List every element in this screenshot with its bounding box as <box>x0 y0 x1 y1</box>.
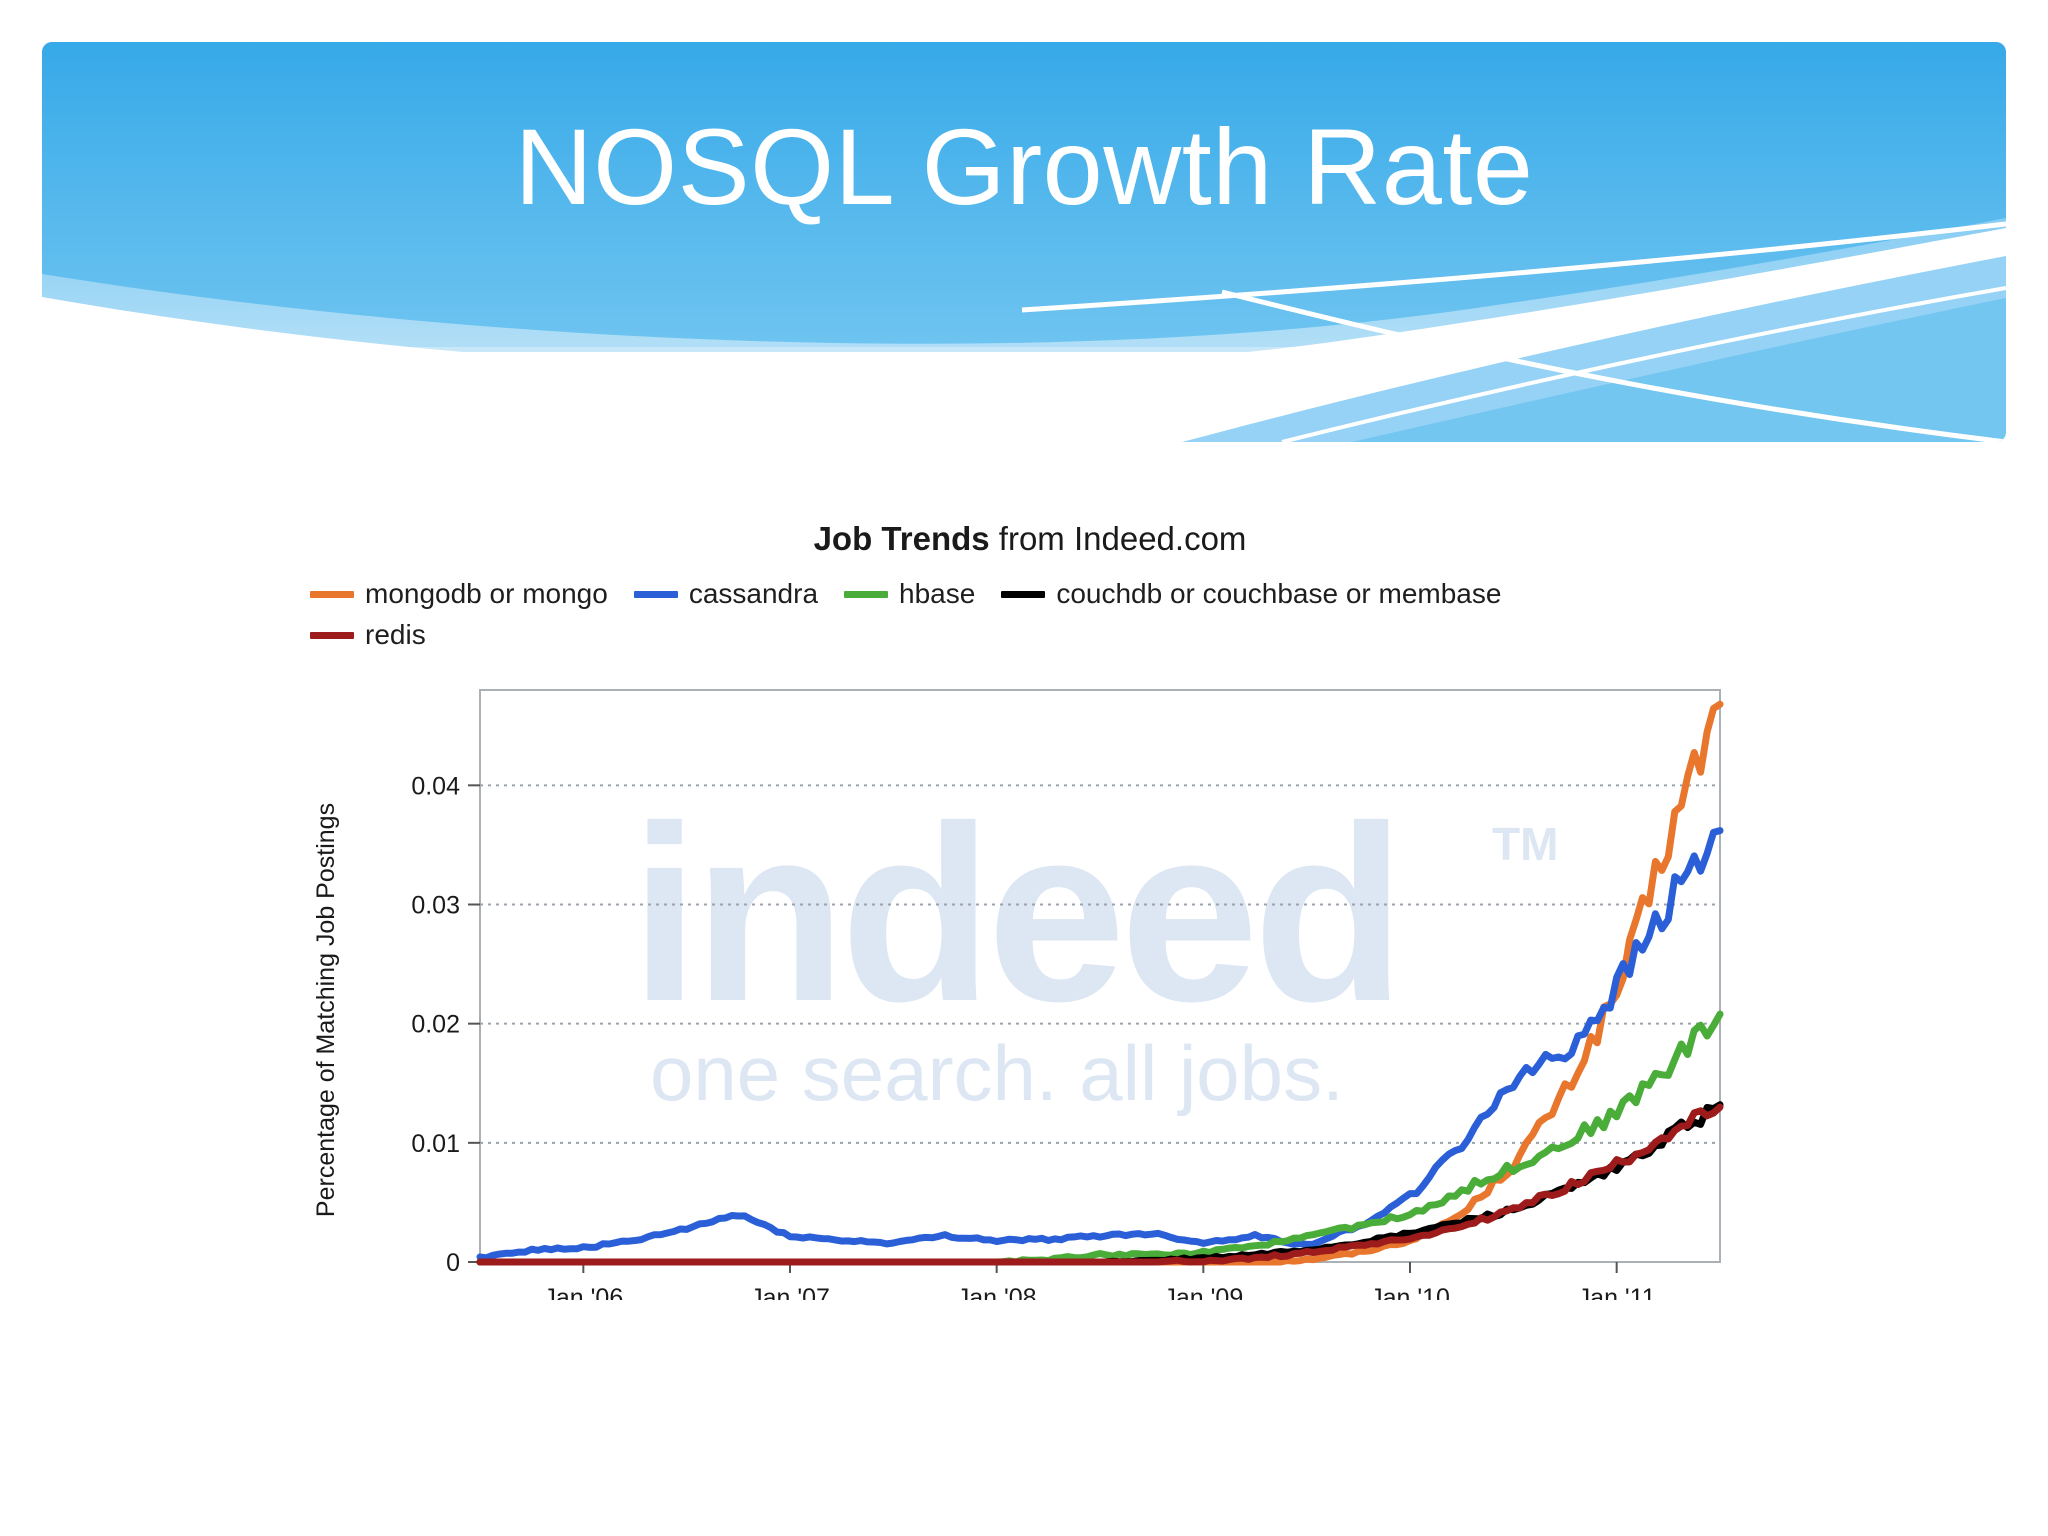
page-title: NOSQL Growth Rate <box>514 106 1534 227</box>
chart-svg: Percentage of Matching Job Postings inde… <box>312 689 1724 1300</box>
chart-legend: mongodb or mongo cassandra hbase couchdb… <box>310 578 1750 660</box>
y-tick-label: 0 <box>446 1249 460 1277</box>
legend-swatch-cassandra <box>633 590 678 598</box>
chart-line-cassandra <box>476 827 1724 1262</box>
legend-item-hbase[interactable]: hbase <box>844 578 975 610</box>
chart-title-bold: Job Trends <box>813 520 990 557</box>
svg-text:indeed: indeed <box>630 774 1400 1053</box>
x-tick-label: Jan '06 <box>543 1284 623 1300</box>
y-tick-label: 0.02 <box>411 1011 460 1039</box>
legend-swatch-hbase <box>844 590 889 598</box>
chart-container: Job Trends from Indeed.com mongodb or mo… <box>300 520 1760 1310</box>
x-tick-label: Jan '08 <box>957 1284 1037 1300</box>
chart-gridlines <box>480 784 1720 1144</box>
legend-item-couchdb[interactable]: couchdb or couchbase or membase <box>1001 578 1501 610</box>
x-axis-ticks: Jan '06 Jan '07 Jan '08 Jan '09 Jan '10 Jan '… <box>543 1262 1656 1300</box>
legend-label-cassandra: cassandra <box>688 578 819 609</box>
y-axis-title: Percentage of Matching Job Postings <box>312 803 340 1217</box>
legend-label-hbase: hbase <box>899 578 976 609</box>
chart-plot-area: Percentage of Matching Job Postings inde… <box>300 680 1760 1300</box>
svg-text:one search. all jobs.: one search. all jobs. <box>650 1029 1344 1117</box>
chart-title-rest: from Indeed.com <box>989 520 1247 557</box>
legend-item-cassandra[interactable]: cassandra <box>633 578 819 610</box>
x-tick-label: Jan '07 <box>750 1284 830 1300</box>
legend-swatch-mongodb <box>310 590 354 598</box>
legend-row-1: mongodb or mongo cassandra hbase couchdb… <box>310 578 1750 610</box>
legend-item-redis[interactable]: redis <box>310 619 426 651</box>
x-tick-label: Jan '09 <box>1163 1284 1243 1300</box>
chart-line-redis <box>476 1103 1724 1266</box>
chart-title: Job Trends from Indeed.com <box>300 520 1760 558</box>
indeed-watermark: indeed TM one search. all jobs. <box>630 774 1558 1117</box>
legend-swatch-redis <box>310 631 354 639</box>
legend-label-redis: redis <box>365 619 426 650</box>
y-axis-ticks: 0 0.01 0.02 0.03 0.04 <box>411 772 480 1277</box>
svg-text:TM: TM <box>1492 818 1558 870</box>
legend-swatch-couchdb <box>1001 590 1046 598</box>
chart-series-group <box>476 700 1724 1266</box>
y-tick-label: 0.03 <box>411 892 460 920</box>
legend-item-mongodb[interactable]: mongodb or mongo <box>310 578 608 610</box>
y-tick-label: 0.01 <box>411 1130 460 1158</box>
legend-label-mongodb: mongodb or mongo <box>365 578 608 609</box>
x-tick-label: Jan '11 <box>1578 1284 1656 1300</box>
x-tick-label: Jan '10 <box>1370 1284 1450 1300</box>
legend-label-couchdb: couchdb or couchbase or membase <box>1056 578 1502 609</box>
y-tick-label: 0.04 <box>411 772 460 800</box>
legend-row-2: redis <box>310 619 1750 651</box>
